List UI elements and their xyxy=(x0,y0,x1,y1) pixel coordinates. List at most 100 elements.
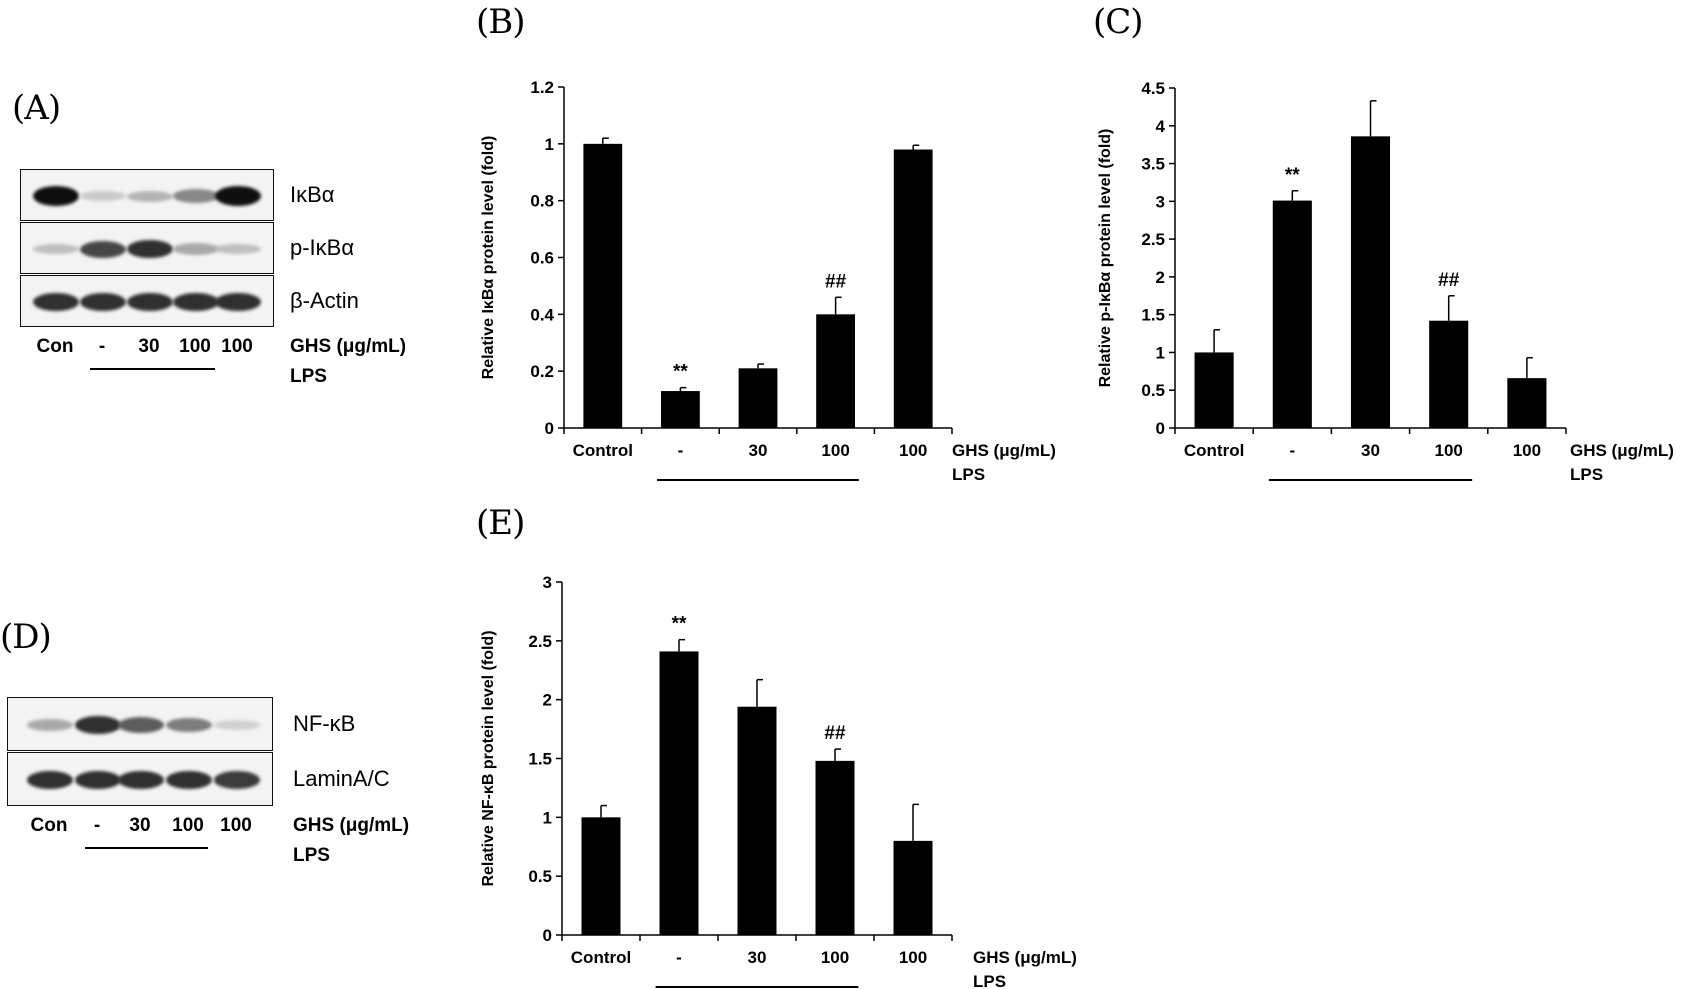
y-axis-label: Relative p-IκBα protein level (fold) xyxy=(1097,129,1114,388)
y-tick-label: 0.4 xyxy=(530,305,554,324)
y-tick-label: 1 xyxy=(545,135,554,154)
blot-lane-label: Con xyxy=(30,815,68,836)
blot-band xyxy=(75,715,121,735)
x-tick-label: 100 xyxy=(821,441,849,460)
x-tick-label: 100 xyxy=(1513,441,1541,460)
blot-band xyxy=(215,186,261,206)
blot-protein-label: β-Actin xyxy=(290,288,359,313)
y-tick-label: 0 xyxy=(545,419,554,438)
blot-lane-label: 100 xyxy=(172,815,204,836)
blot-band xyxy=(127,292,173,312)
y-tick-label: 1 xyxy=(543,808,552,827)
blot-protein-label: NF-κB xyxy=(293,711,356,736)
blot-band xyxy=(33,186,79,206)
blot-band xyxy=(173,189,219,203)
lps-bracket-line xyxy=(90,368,215,370)
y-tick-label: 1.5 xyxy=(1141,306,1165,325)
blot-row-p-i-b- xyxy=(20,222,274,274)
significance-annotation: ## xyxy=(825,271,847,292)
y-tick-label: 0.8 xyxy=(530,192,554,211)
blot-lane-label: Con xyxy=(36,336,74,357)
y-tick-label: 1 xyxy=(1156,343,1165,362)
x-tick-label: 100 xyxy=(899,948,927,967)
x-tick-label: 30 xyxy=(749,441,768,460)
blot-band xyxy=(215,243,261,255)
condition-label: GHS (μg/mL) xyxy=(973,948,1077,967)
blot-protein-label: LaminA/C xyxy=(293,766,390,791)
blot-row--actin xyxy=(20,275,274,327)
blot-band xyxy=(80,240,126,258)
y-tick-label: 2 xyxy=(1156,268,1165,287)
blot-band xyxy=(127,239,173,259)
y-tick-label: 0.6 xyxy=(530,249,554,268)
significance-annotation: ** xyxy=(673,362,688,383)
blot-band xyxy=(166,718,212,732)
significance-annotation: ## xyxy=(1438,270,1460,291)
blot-row-nf-b xyxy=(7,697,273,751)
significance-annotation: ** xyxy=(672,614,687,635)
bar xyxy=(581,817,621,935)
blot-band xyxy=(215,292,261,312)
panel-label-d: (D) xyxy=(0,617,52,657)
x-tick-label: 100 xyxy=(899,441,927,460)
x-tick-label: 30 xyxy=(748,948,767,967)
lps-label: LPS xyxy=(1570,465,1603,484)
blot-band xyxy=(75,770,121,790)
bar xyxy=(661,391,700,428)
panel-label-c: (C) xyxy=(1093,2,1144,42)
blot-lane-label: 100 xyxy=(221,336,253,357)
blot-row-lamina-c xyxy=(7,752,273,806)
x-tick-label: Control xyxy=(571,948,631,967)
lps-label: LPS xyxy=(952,465,985,484)
y-tick-label: 2.5 xyxy=(528,632,552,651)
blot-band xyxy=(173,243,219,255)
blot-condition-label: GHS (μg/mL) xyxy=(293,815,410,836)
blot-band xyxy=(80,191,126,201)
lps-bracket-line xyxy=(85,847,208,849)
lps-label: LPS xyxy=(973,972,1006,989)
y-tick-label: 0.5 xyxy=(1141,381,1165,400)
blot-condition-label: GHS (μg/mL) xyxy=(290,336,407,357)
blot-band xyxy=(118,717,164,733)
blot-row-i-b- xyxy=(20,169,274,221)
bar xyxy=(738,368,778,428)
y-tick-label: 3.5 xyxy=(1141,155,1165,174)
bar xyxy=(737,706,777,935)
y-tick-label: 0.2 xyxy=(530,362,554,381)
bar xyxy=(1507,378,1547,428)
x-tick-label: Control xyxy=(573,441,633,460)
panel-label-a: (A) xyxy=(12,88,61,128)
blot-lane-label: 100 xyxy=(179,336,211,357)
significance-annotation: ## xyxy=(824,723,846,744)
y-tick-label: 0 xyxy=(543,926,552,945)
blot-band xyxy=(118,770,164,790)
blot-band xyxy=(127,190,173,202)
y-tick-label: 1.2 xyxy=(530,78,554,97)
blot-protein-label: IκBα xyxy=(290,182,335,207)
bar xyxy=(659,651,699,935)
bar xyxy=(583,143,623,429)
blot-lane-label: 30 xyxy=(129,815,151,836)
blot-band xyxy=(214,771,260,789)
y-tick-label: 1.5 xyxy=(528,750,552,769)
y-tick-label: 2 xyxy=(543,691,552,710)
blot-band xyxy=(27,719,73,731)
blot-lane-label: 30 xyxy=(138,336,160,357)
condition-label: GHS (μg/mL) xyxy=(952,441,1056,460)
bar xyxy=(816,314,855,428)
blot-band xyxy=(33,292,79,312)
blot-band xyxy=(33,243,79,255)
bar xyxy=(1429,320,1469,428)
y-axis-label: Relative IκBα protein level (fold) xyxy=(480,136,497,380)
blot-band xyxy=(166,770,212,790)
y-tick-label: 0 xyxy=(1156,419,1165,438)
y-axis-label: Relative NF-κB protein level (fold) xyxy=(480,630,497,886)
y-tick-label: 4.5 xyxy=(1141,79,1165,98)
panel-label-b: (B) xyxy=(476,2,526,42)
blot-band xyxy=(214,720,260,730)
condition-label: GHS (μg/mL) xyxy=(1570,441,1674,460)
significance-annotation: ** xyxy=(1285,165,1300,186)
y-tick-label: 4 xyxy=(1156,117,1166,136)
blot-band xyxy=(27,770,73,790)
